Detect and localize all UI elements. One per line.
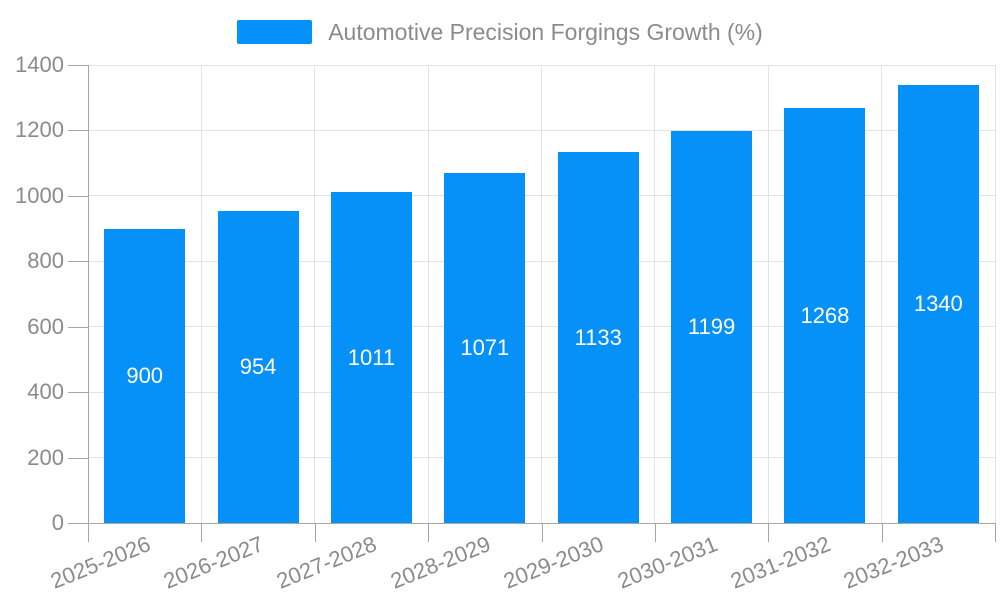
bar-2030-2031[interactable] xyxy=(671,130,753,523)
x-tick-mark xyxy=(654,523,656,542)
y-tick-mark xyxy=(68,261,88,263)
y-tick-label: 1400 xyxy=(15,52,64,77)
bar-value-label: 1011 xyxy=(347,344,396,370)
x-tick-mark xyxy=(541,523,543,542)
bar-2026-2027[interactable] xyxy=(217,210,299,523)
y-tick-mark xyxy=(68,326,88,328)
v-gridline xyxy=(881,65,883,523)
y-tick-label: 1200 xyxy=(15,117,64,143)
x-tick-mark xyxy=(428,523,430,542)
v-gridline xyxy=(427,65,429,523)
plot-area: 900 954 1011 1071 1133 1199 1268 1340 xyxy=(88,64,996,523)
x-tick-mark xyxy=(881,523,883,542)
legend-label: Automotive Precision Forgings Growth (%) xyxy=(328,18,763,45)
y-tick-mark xyxy=(68,523,88,524)
bar-value-label: 1199 xyxy=(687,313,736,339)
x-tick-mark xyxy=(88,523,89,542)
bar-value-label: 1340 xyxy=(913,290,963,316)
v-gridline xyxy=(767,65,769,523)
y-tick-mark xyxy=(68,195,88,197)
bar-value-label: 900 xyxy=(126,362,164,388)
y-tick-mark xyxy=(68,392,88,394)
y-tick-mark xyxy=(68,65,88,66)
v-gridline xyxy=(994,65,996,523)
bar-value-label: 1268 xyxy=(800,302,850,328)
bar-2027-2028[interactable] xyxy=(330,192,412,523)
y-tick-label: 0 xyxy=(51,510,64,535)
y-tick-mark xyxy=(68,130,88,132)
x-tick-mark xyxy=(995,523,996,542)
y-axis-line xyxy=(88,65,89,523)
v-gridline xyxy=(314,65,316,523)
y-tick-label: 1000 xyxy=(15,182,64,208)
v-gridline xyxy=(200,65,202,523)
bar-value-label: 1133 xyxy=(574,324,622,350)
bar-value-label: 1071 xyxy=(460,334,510,360)
bar-2025-2026[interactable] xyxy=(104,228,186,523)
x-tick-mark xyxy=(768,523,770,542)
legend[interactable]: Automotive Precision Forgings Growth (%) xyxy=(0,19,1000,45)
legend-swatch-icon xyxy=(237,20,313,44)
bar-2031-2032[interactable] xyxy=(784,108,866,523)
bar-2029-2030[interactable] xyxy=(557,152,639,523)
y-tick-label: 800 xyxy=(27,248,64,274)
bar-2028-2029[interactable] xyxy=(444,172,526,523)
bar-2032-2033[interactable] xyxy=(897,84,979,523)
y-tick-mark xyxy=(68,457,88,459)
bar-value-label: 954 xyxy=(239,353,277,379)
y-tick-label: 200 xyxy=(27,444,64,470)
v-gridline xyxy=(541,65,542,523)
y-tick-label: 600 xyxy=(27,313,64,339)
x-tick-mark xyxy=(201,523,203,542)
x-tick-mark xyxy=(314,523,316,542)
y-tick-label: 400 xyxy=(27,379,64,405)
v-gridline xyxy=(654,65,656,523)
